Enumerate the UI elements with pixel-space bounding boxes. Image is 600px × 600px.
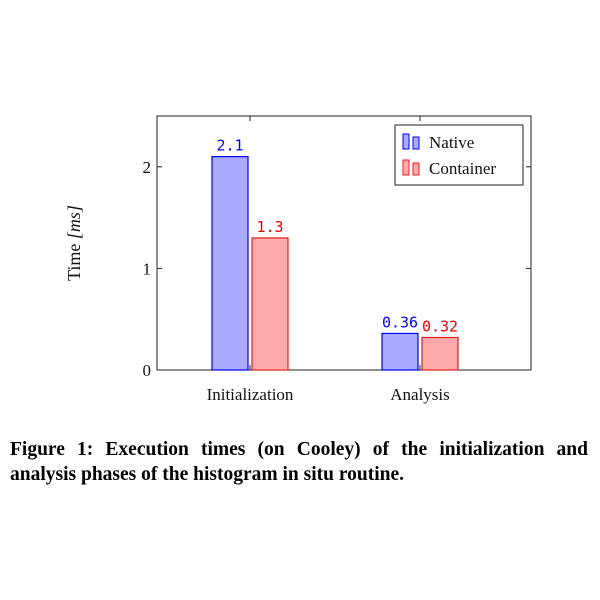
legend-label-native: Native xyxy=(429,133,474,152)
bar-native xyxy=(211,156,249,371)
x-tick-label: Analysis xyxy=(390,385,450,404)
legend-swatch-native xyxy=(412,136,420,150)
x-tick-label: Initialization xyxy=(207,385,294,404)
y-axis-title-unit: [ms] xyxy=(64,205,84,239)
bar-native xyxy=(381,332,419,371)
legend-swatch-container xyxy=(402,159,410,176)
legend-swatch-native xyxy=(402,133,410,150)
data-label-container: 0.32 xyxy=(422,317,458,335)
bar-container xyxy=(421,336,459,371)
figure-caption: Figure 1: Execution times (on Cooley) of… xyxy=(10,439,588,485)
legend-swatch-container xyxy=(412,162,420,176)
y-axis-title: Time [ms] xyxy=(64,205,84,281)
y-tick-label: 2 xyxy=(143,158,152,177)
y-axis-title-prefix: Time xyxy=(64,239,84,281)
y-tick-label: 0 xyxy=(143,361,152,380)
y-tick-label: 1 xyxy=(143,259,152,278)
data-label-native: 0.36 xyxy=(382,313,418,331)
legend-label-container: Container xyxy=(429,159,496,178)
data-label-native: 2.1 xyxy=(216,137,243,155)
plot-frame xyxy=(156,115,532,371)
data-label-container: 1.3 xyxy=(256,218,283,236)
bar-container xyxy=(251,237,289,371)
plot-area: 0 1 2 Initialization 2.1 1.3 Analysis 0.36 0.32 N… xyxy=(143,115,532,404)
